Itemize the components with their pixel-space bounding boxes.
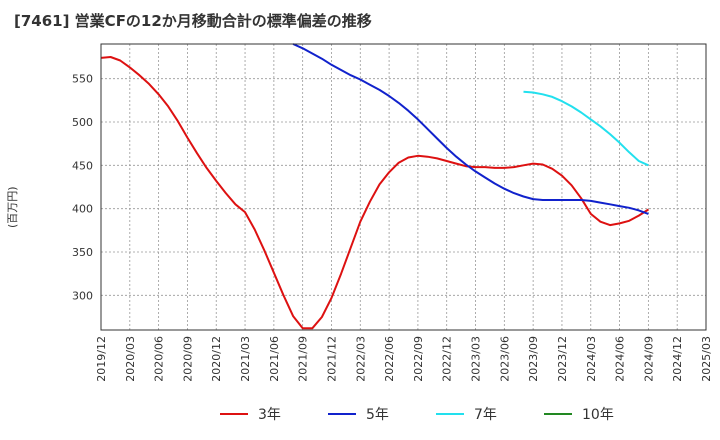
x-tick-labels: 2019/12 2020/03 2020/06 2020/09 2020/12 2021/… (95, 336, 713, 382)
x-tick-label: 2024/09 (642, 336, 655, 382)
y-tick-label: 350 (72, 246, 93, 259)
legend-item: 3年 (220, 404, 328, 424)
x-tick-label: 2022/09 (412, 336, 425, 382)
y-tick-label: 550 (72, 73, 93, 86)
legend-label: 10年 (582, 407, 614, 423)
x-tick-label: 2020/09 (181, 336, 194, 382)
x-tick-label: 2022/12 (441, 336, 454, 382)
legend: 3年 5年 7年 10年 (220, 404, 652, 424)
series-line-1 (292, 43, 649, 215)
x-tick-label: 2025/03 (700, 336, 713, 382)
legend-item: 5年 (328, 404, 436, 424)
chart-title: [7461] 営業CFの12か月移動合計の標準偏差の推移 (14, 12, 372, 30)
series-line-2 (523, 90, 649, 167)
y-tick-label: 300 (72, 289, 93, 302)
legend-label: 5年 (366, 407, 389, 423)
x-tick-label: 2023/12 (556, 336, 569, 382)
x-tick-label: 2019/12 (95, 336, 108, 382)
x-tick-label: 2024/06 (614, 336, 627, 382)
x-tick-label: 2023/09 (527, 336, 540, 382)
x-tick-label: 2021/12 (325, 336, 338, 382)
x-tick-label: 2020/12 (210, 336, 223, 382)
plot-frame (100, 43, 707, 331)
x-tick-label: 2024/12 (671, 336, 684, 382)
x-tick-label: 2023/03 (470, 336, 483, 382)
x-tick-label: 2021/09 (297, 336, 310, 382)
y-tick-label: 450 (72, 159, 93, 172)
legend-item: 7年 (436, 404, 544, 424)
legend-label: 7年 (474, 407, 497, 423)
legend-swatch (328, 413, 356, 415)
legend-swatch (544, 413, 572, 415)
series-line-0 (100, 56, 649, 330)
x-tick-label: 2022/06 (383, 336, 396, 382)
x-tick-label: 2021/06 (268, 336, 281, 382)
x-tick-label: 2021/03 (239, 336, 252, 382)
legend-item: 10年 (544, 404, 652, 424)
x-tick-label: 2023/06 (498, 336, 511, 382)
legend-swatch (220, 413, 248, 415)
x-tick-label: 2022/03 (354, 336, 367, 382)
legend-swatch (436, 413, 464, 415)
x-tick-label: 2020/06 (153, 336, 166, 382)
x-tick-label: 2024/03 (585, 336, 598, 382)
x-tick-label: 2020/03 (124, 336, 137, 382)
grid-lines (100, 44, 707, 330)
y-tick-label: 500 (72, 116, 93, 129)
legend-label: 3年 (258, 407, 281, 423)
y-tick-label: 400 (72, 203, 93, 216)
series-lines (100, 43, 649, 330)
y-tick-labels: 300 350 400 450 500 550 (72, 73, 93, 303)
